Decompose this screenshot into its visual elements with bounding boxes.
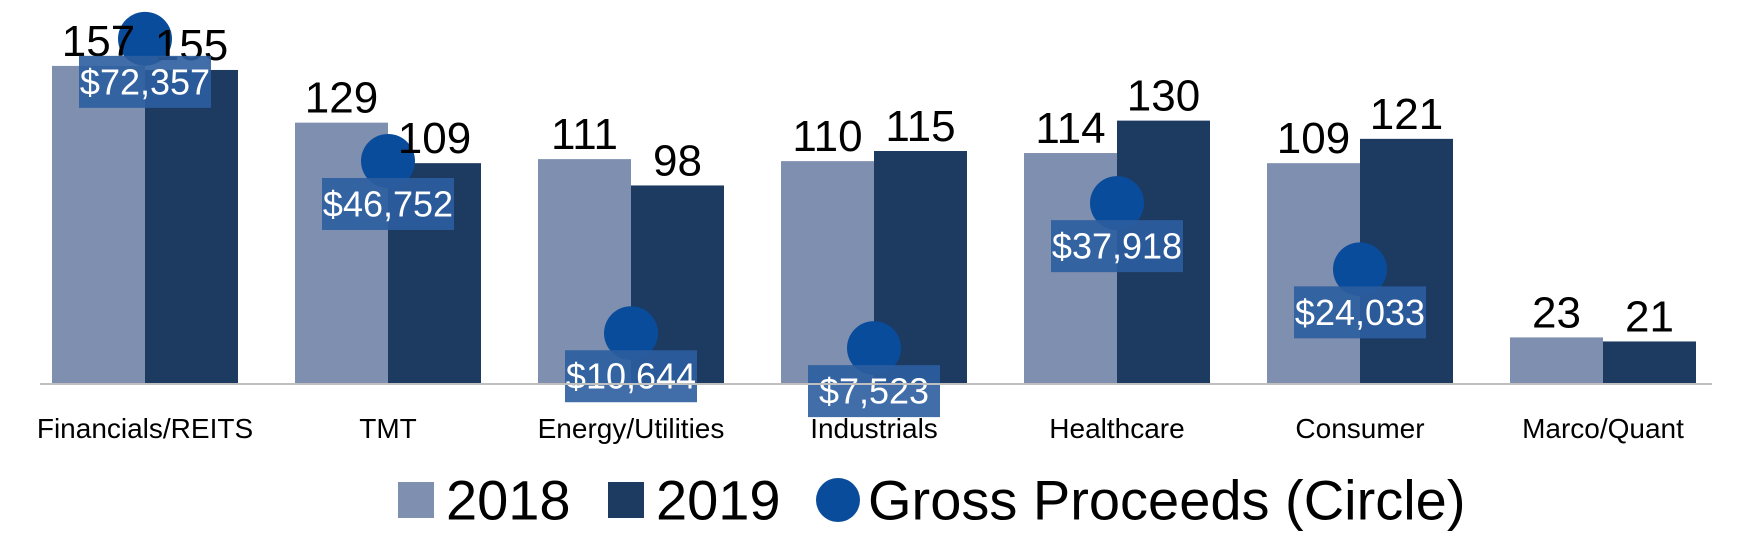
bar-value-label: 111 [551, 110, 618, 159]
proceeds-circle [604, 306, 658, 361]
category-label: TMT [359, 413, 417, 444]
proceeds-circle [847, 321, 901, 376]
bar-2019-0 [145, 69, 238, 384]
category-label: Financials/REITS [37, 413, 253, 444]
proceeds-circle [1090, 176, 1144, 231]
bar-value-label: 23 [1532, 288, 1581, 337]
proceeds-circle [118, 11, 172, 66]
legend-label: 2019 [656, 469, 781, 532]
proceeds-label: $24,033 [1295, 292, 1425, 333]
category-label: Consumer [1295, 413, 1424, 444]
bar-value-label: 114 [1035, 104, 1105, 153]
category-label: Marco/Quant [1522, 413, 1684, 444]
bar-value-label: 21 [1625, 292, 1674, 341]
proceeds-circle [361, 133, 415, 188]
bar-2018-0 [52, 65, 145, 384]
proceeds-label: $46,752 [323, 183, 453, 224]
proceeds-label: $37,918 [1052, 226, 1182, 267]
proceeds-label-box [322, 177, 454, 230]
bar-value-label: 129 [305, 74, 378, 123]
legend-swatch-2018 [398, 482, 434, 518]
bar-value-label: 110 [792, 112, 862, 161]
proceeds-label: $10,644 [566, 356, 696, 397]
proceeds-circle [1333, 242, 1387, 297]
legend-label: 2018 [446, 469, 571, 532]
legend: 2018 2019 Gross Proceeds (Circle) [398, 469, 1465, 532]
proceeds-label-box [1051, 220, 1183, 273]
proceeds-label: $7,523 [819, 371, 929, 412]
bar-value-label: 109 [398, 114, 471, 163]
bar-value-label: 98 [653, 136, 702, 185]
category-label: Healthcare [1049, 413, 1184, 444]
bar-2019-6 [1603, 341, 1696, 384]
bar-value-label: 109 [1277, 114, 1350, 163]
proceeds-label-box [79, 55, 211, 108]
bar-2018-6 [1510, 337, 1603, 384]
proceeds-label-box [565, 350, 697, 403]
proceeds-label-box [1294, 286, 1426, 339]
proceeds-label-box [808, 365, 940, 418]
category-label: Energy/Utilities [538, 413, 725, 444]
category-label: Industrials [810, 413, 938, 444]
bar-value-label: 130 [1127, 72, 1200, 121]
bar-value-label: 115 [885, 102, 955, 151]
legend-swatch-circle [816, 478, 860, 522]
legend-label: Gross Proceeds (Circle) [868, 469, 1465, 532]
legend-swatch-2019 [608, 482, 644, 518]
proceeds-label: $72,357 [80, 61, 210, 102]
bar-value-label: 121 [1370, 90, 1443, 139]
